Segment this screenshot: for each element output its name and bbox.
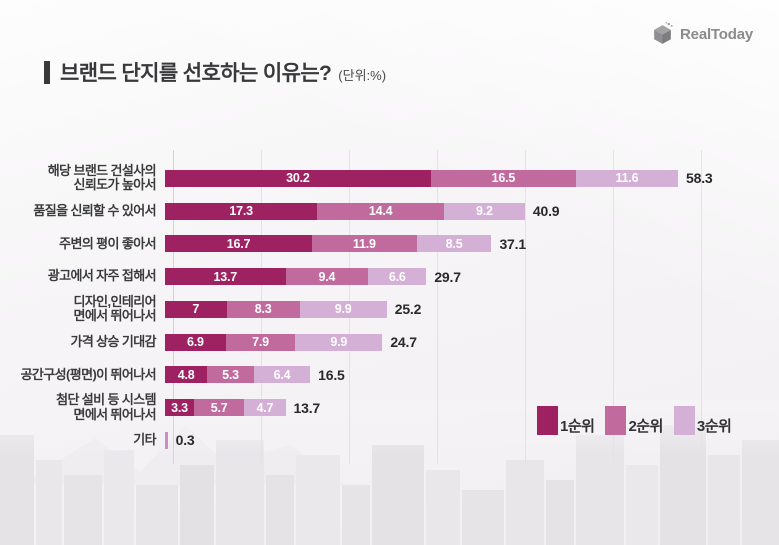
- bar-segment: 4.8: [165, 366, 208, 384]
- bar-segment: 6.9: [165, 333, 226, 351]
- legend-item: 2순위: [605, 406, 663, 436]
- category-label: 해당 브랜드 건설사의 신뢰도가 높아서: [47, 162, 157, 193]
- bar-track: 0.3: [165, 431, 779, 449]
- bar-segment: 7.9: [225, 333, 296, 351]
- legend-swatch: [537, 406, 558, 435]
- title-block: 브랜드 단지를 선호하는 이유는? (단위:%): [44, 57, 386, 87]
- bar-segment: 9.2: [443, 202, 525, 220]
- bar-track: 13.7 9.4 6.6 29.7: [165, 268, 779, 286]
- legend-label: 2순위: [628, 418, 663, 436]
- bar-segment: 6.6: [368, 268, 427, 286]
- bar-track: 6.9 7.9 9.9 24.7: [165, 333, 779, 351]
- bar-segment: 13.7: [165, 268, 286, 286]
- chart-row: 가격 상승 기대감 6.9 7.9 9.9 24.7: [0, 326, 779, 359]
- category-label: 주변의 평이 좋아서: [59, 235, 157, 251]
- bar-segment: 14.4: [317, 202, 444, 220]
- legend-item: 1순위: [537, 406, 595, 436]
- bar-segment: 3.3: [165, 399, 195, 417]
- total-value: 16.5: [318, 366, 345, 383]
- page-title: 브랜드 단지를 선호하는 이유는?: [60, 62, 332, 85]
- bar-segment: 11.9: [311, 235, 417, 253]
- title-accent-bar: [44, 60, 50, 84]
- legend-label: 1순위: [560, 418, 595, 436]
- category-label: 첨단 설비 등 시스템 면에서 뛰어나서: [56, 392, 157, 422]
- chart-row: 해당 브랜드 건설사의 신뢰도가 높아서 30.2 16.5 11.6 58.3: [0, 162, 779, 195]
- total-value: 0.3: [175, 432, 195, 449]
- chart-row: 공간구성(평면)이 뛰어나서 4.8 5.3 6.4 16.5: [0, 359, 779, 392]
- bar-segment: 6.4: [253, 366, 311, 384]
- total-value: 25.2: [394, 301, 422, 318]
- bar-track: 16.7 11.9 8.5 37.1: [165, 235, 779, 253]
- bar-segment: 11.6: [575, 169, 679, 187]
- total-value: 24.7: [390, 334, 417, 351]
- total-value: 13.7: [293, 399, 321, 416]
- category-label: 기타: [133, 432, 156, 448]
- unit-note: (단위:%): [338, 67, 387, 83]
- bar-segment: 16.5: [430, 169, 576, 187]
- logo-text: RealToday: [680, 26, 753, 43]
- bar-segment: 9.9: [295, 333, 383, 351]
- bar-segment: 17.3: [165, 202, 318, 220]
- legend-label: 3순위: [696, 418, 732, 436]
- total-value: 40.9: [532, 203, 560, 220]
- chart-row: 기타 0.3: [0, 424, 779, 457]
- total-value: 58.3: [686, 170, 713, 187]
- category-label: 광고에서 자주 접해서: [47, 268, 157, 284]
- bar-segment: 9.9: [299, 300, 387, 318]
- bar-segment: 30.2: [165, 169, 431, 187]
- chart-rows: 해당 브랜드 건설사의 신뢰도가 높아서 30.2 16.5 11.6 58.3 품질을 …: [0, 162, 779, 457]
- bar-segment: 16.7: [165, 235, 312, 253]
- chart-row: 첨단 설비 등 시스템 면에서 뛰어나서 3.3 5.7 4.7 13.7: [0, 391, 779, 424]
- realtoday-cube-logo-icon: [654, 22, 673, 44]
- category-label: 품질을 신뢰할 수 있어서: [33, 202, 156, 218]
- bar-track: 17.3 14.4 9.2 40.9: [165, 202, 779, 220]
- category-label: 가격 상승 기대감: [70, 333, 156, 349]
- chart-row: 주변의 평이 좋아서 16.7 11.9 8.5 37.1: [0, 228, 779, 261]
- category-label: 공간구성(평면)이 뛰어나서: [20, 366, 157, 382]
- realtoday-logo: RealToday: [650, 22, 753, 47]
- bar-track: 7 8.3 9.9 25.2: [165, 300, 779, 318]
- bar-segment: 8.3: [226, 300, 300, 318]
- legend-swatch: [673, 406, 695, 435]
- bar-segment: 5.7: [194, 399, 245, 417]
- bar-segment: 7: [165, 300, 227, 318]
- bar-track: 30.2 16.5 11.6 58.3: [165, 169, 779, 187]
- chart-row: 품질을 신뢰할 수 있어서 17.3 14.4 9.2 40.9: [0, 195, 779, 228]
- bar-track: 4.8 5.3 6.4 16.5: [165, 366, 779, 384]
- bar-segment: 9.4: [285, 268, 369, 286]
- bar-segment: 4.7: [244, 399, 286, 417]
- chart-row: 디자인,인테리어 면에서 뛰어나서 7 8.3 9.9 25.2: [0, 293, 779, 326]
- legend-item: 3순위: [673, 406, 732, 436]
- bar-track: 3.3 5.7 4.7 13.7: [165, 399, 779, 417]
- bar-segment: [165, 431, 168, 449]
- category-label: 디자인,인테리어 면에서 뛰어나서: [73, 293, 156, 324]
- total-value: 29.7: [434, 268, 461, 285]
- bar-segment: 5.3: [207, 366, 254, 384]
- chart-row: 광고에서 자주 접해서 13.7 9.4 6.6 29.7: [0, 260, 779, 293]
- legend-swatch: [605, 406, 627, 435]
- city-skyline-background: [0, 400, 779, 545]
- legend: 1순위 2순위 3순위: [537, 406, 742, 435]
- total-value: 37.1: [499, 235, 526, 252]
- bar-segment: 8.5: [416, 235, 492, 253]
